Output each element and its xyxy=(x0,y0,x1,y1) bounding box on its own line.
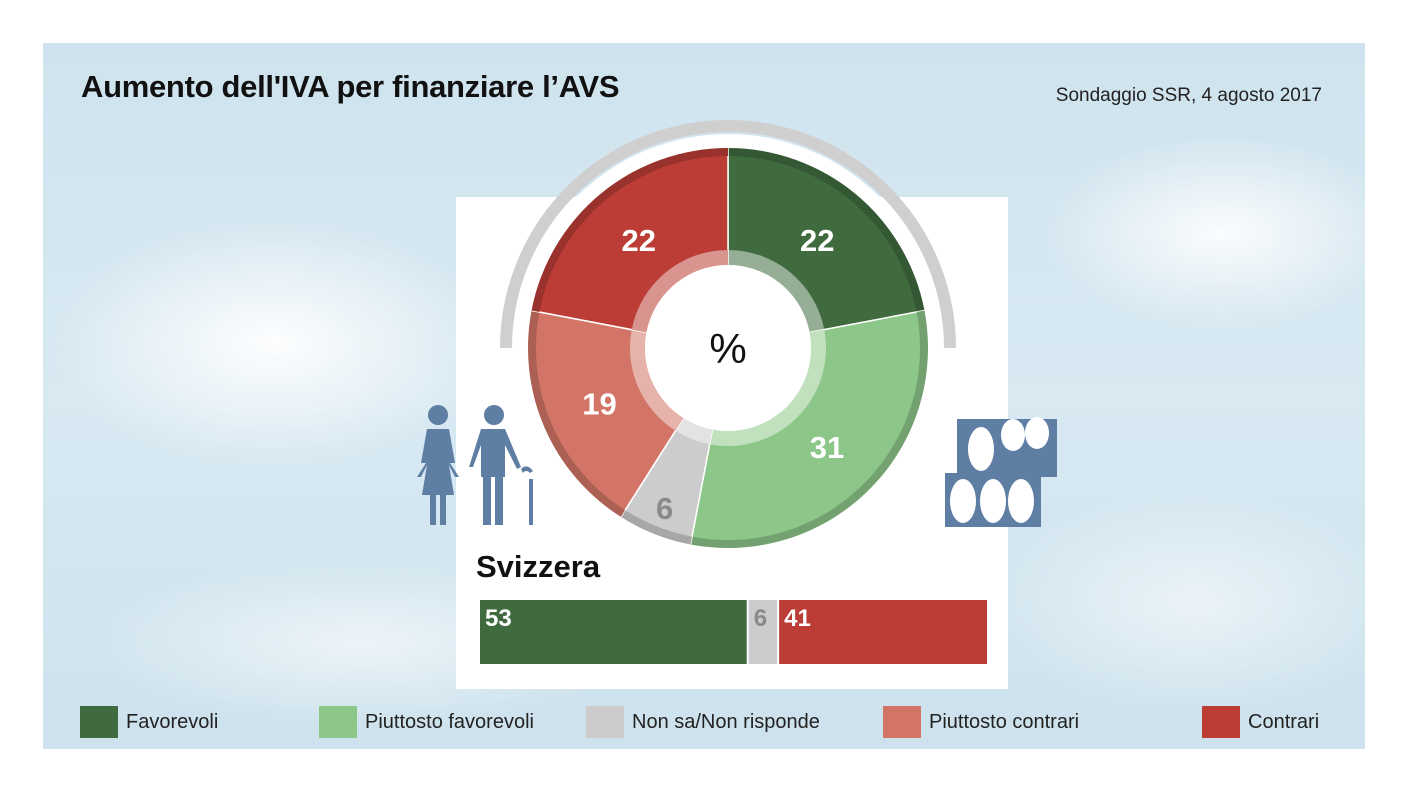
chart-panel: Aumento dell'IVA per finanziare l’AVS So… xyxy=(43,43,1365,749)
bar-chart-title: Svizzera xyxy=(476,549,601,584)
legend-label: Piuttosto contrari xyxy=(929,710,1080,733)
legend-item: Piuttosto favorevoli xyxy=(319,705,534,739)
legend-swatch xyxy=(586,706,624,738)
donut-value-label: 19 xyxy=(582,387,616,422)
donut-center xyxy=(645,265,811,431)
stacked-bar-chart: 53 6 41 xyxy=(480,600,987,664)
legend-swatch xyxy=(883,706,921,738)
donut-value-label: 22 xyxy=(622,223,656,258)
legend-item: Non sa/Non risponde xyxy=(586,705,820,739)
legend-item: Piuttosto contrari xyxy=(883,705,1079,739)
donut-value-label: 22 xyxy=(800,223,834,258)
bar-value-label: 6 xyxy=(754,605,767,632)
donut-inner-ring-contrari xyxy=(631,250,728,333)
donut-value-label: 31 xyxy=(810,430,844,465)
legend-swatch xyxy=(319,706,357,738)
bar-segment xyxy=(480,600,747,664)
donut-center-label: % xyxy=(709,325,746,372)
legend-swatch xyxy=(80,706,118,738)
decorative-arc xyxy=(500,120,956,349)
donut-inner-ring-piuttosto-contrari xyxy=(630,329,684,431)
donut-rim-piuttosto-favorevoli xyxy=(690,310,929,548)
bar-segment xyxy=(748,600,778,664)
donut-rim-non-sa-non-risponde xyxy=(620,510,693,545)
legend-swatch xyxy=(1202,706,1240,738)
chart-canvas: 22 31 6 19 22% 53 6 41 xyxy=(480,120,987,664)
elderly-couple-icon xyxy=(417,405,533,525)
legend-label: Non sa/Non risponde xyxy=(632,710,820,733)
legend-item: Favorevoli xyxy=(80,705,218,739)
bar-segment xyxy=(779,600,987,664)
bar-value-label: 41 xyxy=(784,605,811,632)
donut-inner-ring-non-sa-non-risponde xyxy=(675,418,713,445)
donut-chart: 22 31 6 19 22% xyxy=(500,120,956,562)
legend-label: Piuttosto favorevoli xyxy=(365,710,534,733)
donut-rim-contrari xyxy=(531,148,728,313)
donut-rim-piuttosto-contrari xyxy=(528,310,626,517)
chart-source: Sondaggio SSR, 4 agosto 2017 xyxy=(1055,85,1322,106)
legend-label: Contrari xyxy=(1248,710,1320,733)
donut-value-label: 6 xyxy=(656,491,673,526)
bar-value-label: 53 xyxy=(485,605,512,632)
donut-inner-ring-piuttosto-favorevoli xyxy=(709,329,826,446)
donut-inner-ring-favorevoli xyxy=(728,250,825,333)
donut-rim-favorevoli xyxy=(728,148,925,313)
legend: Favorevoli Piuttosto favorevoli Non sa/Non… xyxy=(43,705,1365,739)
legend-label: Favorevoli xyxy=(126,710,219,733)
legend-item: Contrari xyxy=(1202,705,1319,739)
ballot-papers-icon xyxy=(945,417,1057,527)
chart-title: Aumento dell'IVA per finanziare l’AVS xyxy=(81,69,620,104)
